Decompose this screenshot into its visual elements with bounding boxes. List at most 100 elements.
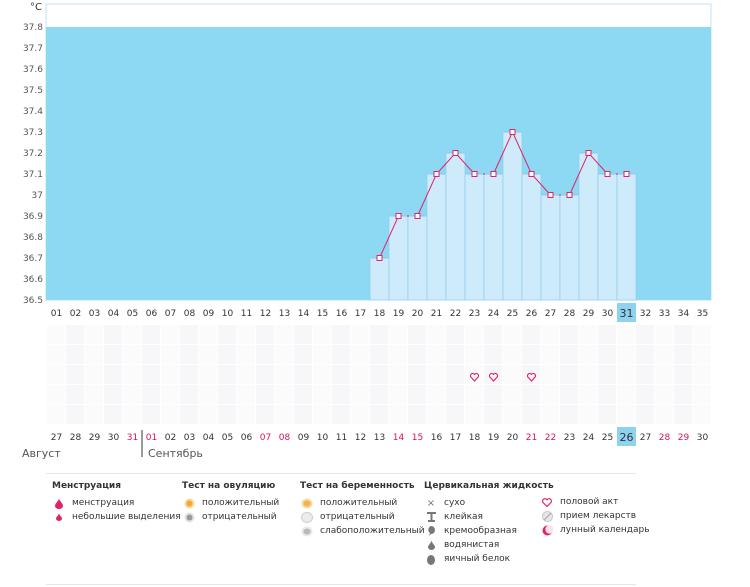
current-date-highlight[interactable] — [617, 427, 636, 446]
temperature-point — [414, 213, 421, 219]
grid-cell — [484, 345, 502, 364]
legend-label: небольшие выделения — [72, 512, 181, 522]
legend-item-egg-white: яичный белок — [424, 552, 554, 566]
negative-pregnancy-icon — [300, 511, 314, 523]
grid-cell — [655, 325, 673, 344]
day-number: 03 — [89, 309, 100, 319]
legend-label: прием лекарств — [560, 511, 637, 521]
legend-item-spotting: небольшие выделения — [52, 510, 181, 524]
grid-cell — [560, 345, 578, 364]
grid-cell — [294, 345, 312, 364]
date-label: 27 — [640, 433, 651, 443]
grid-cell — [85, 345, 103, 364]
grid-cell — [370, 405, 388, 424]
grid-cell — [598, 345, 616, 364]
date-label: 25 — [602, 433, 613, 443]
date-label: 02 — [165, 433, 176, 443]
grid-cell — [47, 385, 65, 404]
grid-cell — [541, 345, 559, 364]
grid-cell — [503, 345, 521, 364]
grid-cell — [142, 365, 160, 384]
grid-cell — [655, 385, 673, 404]
date-label: 31 — [127, 433, 138, 443]
grid-cell — [332, 385, 350, 404]
grid-cell — [427, 365, 445, 384]
day-number: 06 — [146, 309, 158, 319]
day-number: 17 — [355, 309, 366, 319]
grid-cell — [332, 405, 350, 424]
legend-title-cervical-fluid: Цервикальная жидкость — [424, 481, 554, 491]
y-tick-label: 37.4 — [23, 107, 43, 117]
day-number: 28 — [564, 309, 576, 319]
grid-cell — [142, 385, 160, 404]
day-number: 02 — [70, 309, 81, 319]
temperature-column — [464, 173, 485, 301]
y-tick-label: 37.6 — [23, 65, 43, 75]
grid-cell — [655, 365, 673, 384]
grid-cell — [465, 385, 483, 404]
grid-cell — [275, 325, 293, 344]
grid-cell — [142, 345, 160, 364]
grid-cell — [617, 345, 635, 364]
y-tick-label: 37.1 — [23, 170, 43, 180]
day-number: 35 — [697, 309, 708, 319]
grid-cell — [484, 325, 502, 344]
temperature-chart: °C 37.8 37.7 37.6 37.5 37.4 37.3 37.2 37.1 37 36.… — [23, 2, 712, 457]
month-label-september: Сентябрь — [148, 447, 203, 460]
grid-cell — [351, 385, 369, 404]
temperature-column — [616, 173, 637, 301]
legend-label: менструация — [72, 498, 135, 508]
day-number: 04 — [108, 309, 120, 319]
grid-cell — [275, 405, 293, 424]
grid-cell — [47, 405, 65, 424]
grid-cell — [560, 385, 578, 404]
grid-cell — [446, 345, 464, 364]
grid-cell — [427, 405, 445, 424]
grid-cell — [294, 365, 312, 384]
day-number: 21 — [431, 309, 442, 319]
grid-cell — [465, 345, 483, 364]
grid-cell — [142, 405, 160, 424]
day-number: 14 — [298, 309, 310, 319]
grid-cell — [66, 405, 84, 424]
grid-cell — [123, 385, 141, 404]
grid-cell — [332, 365, 350, 384]
egg-white-icon — [424, 553, 438, 565]
y-tick-label: 37.5 — [23, 86, 43, 96]
temperature-point — [566, 192, 573, 198]
legend-item-medication: прием лекарств — [540, 509, 650, 523]
legend-item-pregnancy-weak-positive: слабоположительный — [300, 524, 425, 538]
grid-cell — [674, 385, 692, 404]
grid-cell — [693, 325, 711, 344]
date-label: 19 — [488, 433, 500, 443]
pill-icon — [540, 510, 554, 522]
y-unit-label: °C — [30, 2, 42, 13]
grid-cell — [674, 405, 692, 424]
date-label: 29 — [89, 433, 101, 443]
legend-label: положительный — [202, 498, 280, 508]
grid-cell — [427, 345, 445, 364]
grid-cell — [256, 405, 274, 424]
legend-label: яичный белок — [444, 554, 511, 564]
grid-cell — [522, 405, 540, 424]
legend-cervical-fluid: Цервикальная жидкость × сухо клейкая кре… — [424, 481, 554, 566]
date-label: 28 — [659, 433, 671, 443]
grid-cell — [313, 405, 331, 424]
grid-cell — [332, 325, 350, 344]
month-label-august: Август — [22, 447, 61, 460]
grid-cell — [541, 405, 559, 424]
grid-cell — [180, 345, 198, 364]
current-day-highlight[interactable] — [617, 303, 636, 322]
grid-cell — [199, 325, 217, 344]
legend-title-ovulation-test: Тест на овуляцию — [182, 481, 276, 491]
grid-cell — [503, 385, 521, 404]
grid-cell — [275, 365, 293, 384]
grid-cell — [66, 385, 84, 404]
temperature-point — [547, 192, 554, 198]
grid-cell — [85, 325, 103, 344]
temperature-point — [490, 171, 497, 177]
date-label: 24 — [583, 433, 595, 443]
temperature-column — [540, 194, 561, 301]
date-label: 12 — [355, 433, 366, 443]
grid-cell — [104, 405, 122, 424]
